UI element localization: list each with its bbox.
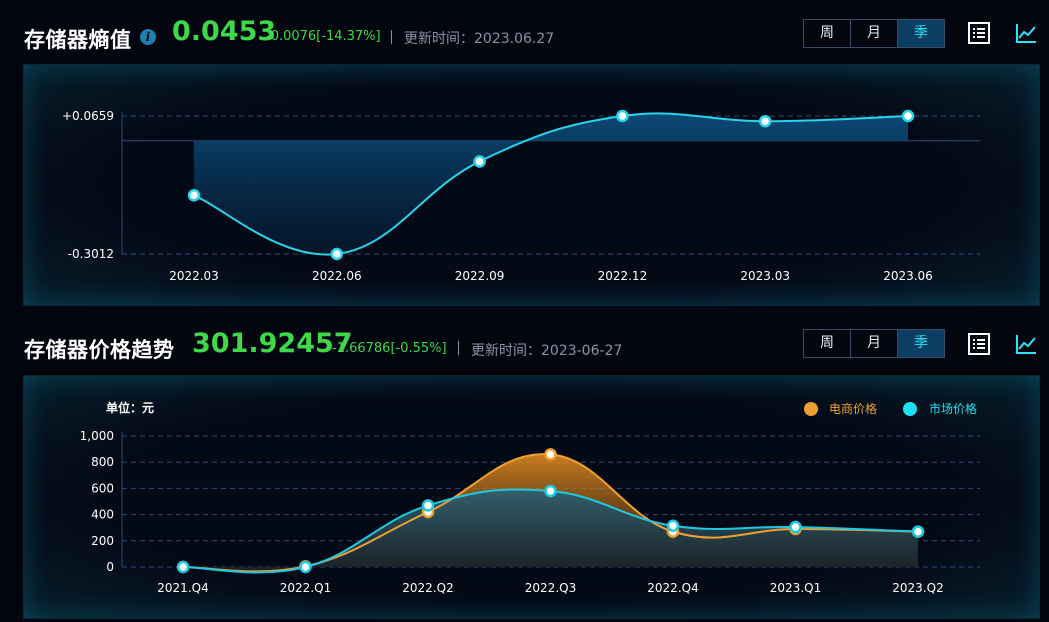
price-period-switch: 周 月 季 (803, 329, 945, 358)
price-chart: 单位：元 电商价格 市场价格 0 200 400 600 800 1,000 2021.Q4… (80, 400, 980, 595)
x-tick-label: 2022.09 (455, 269, 505, 283)
list-icon[interactable] (967, 332, 991, 356)
x-tick-label: 2022.03 (169, 269, 219, 283)
info-icon[interactable]: i (140, 29, 156, 45)
y-tick-label: 400 (91, 508, 114, 522)
y-tick-label: 600 (91, 481, 114, 495)
x-tick-label: 2023.03 (740, 269, 790, 283)
unit-label: 单位：元 (106, 400, 154, 415)
legend: 电商价格 市场价格 (804, 401, 977, 416)
market-price-point (421, 499, 435, 512)
legend-market-label[interactable]: 市场价格 (929, 401, 977, 416)
entropy-chart: +0.0659 -0.3012 2022.03 2022.06 2022.09 2022.… (62, 109, 980, 283)
entropy-point (901, 109, 915, 123)
y-tick-label: 0 (106, 560, 114, 574)
period-quarter-button[interactable]: 季 (898, 20, 944, 47)
period-month-button[interactable]: 月 (851, 20, 898, 47)
y-tick-label: -0.3012 (68, 247, 114, 261)
y-tick-label: 800 (91, 455, 114, 469)
market-price-point (176, 560, 190, 574)
x-tick-label: 2022.Q1 (280, 581, 331, 595)
divider (391, 30, 392, 44)
divider (458, 341, 459, 355)
list-icon[interactable] (967, 21, 991, 45)
period-month-button[interactable]: 月 (851, 330, 898, 357)
x-tick-label: 2022.12 (598, 269, 648, 283)
market-price-point (666, 519, 680, 532)
entropy-title: 存储器熵值 (24, 28, 132, 52)
legend-market-marker[interactable] (903, 402, 917, 416)
x-tick-label: 2023.Q2 (892, 581, 943, 595)
y-tick-label: +0.0659 (62, 109, 114, 123)
y-tick-label: 1,000 (80, 429, 114, 443)
entropy-chart-panel: +0.0659 -0.3012 2022.03 2022.06 2022.09 2022.… (23, 64, 1040, 306)
x-tick-label: 2022.Q4 (647, 581, 698, 595)
ecommerce-price-point (544, 448, 557, 461)
x-tick-label: 2023.Q1 (770, 581, 821, 595)
entropy-point (330, 247, 344, 261)
x-tick-label: 2021.Q4 (157, 581, 208, 595)
market-price-point (911, 525, 925, 538)
period-quarter-button[interactable]: 季 (898, 330, 944, 357)
entropy-line (193, 112, 909, 256)
legend-ecommerce-marker[interactable] (804, 402, 818, 416)
x-tick-label: 2023.06 (883, 269, 933, 283)
price-change: -1.66786[-0.55%] (332, 341, 447, 356)
entropy-area (194, 113, 908, 255)
legend-ecommerce-label[interactable]: 电商价格 (829, 401, 877, 416)
entropy-point (758, 114, 772, 128)
price-value: 301.92457 (192, 328, 353, 359)
price-update-time: 更新时间：2023-06-27 (471, 343, 623, 359)
entropy-point (616, 109, 629, 123)
entropy-value: 0.0453 (172, 16, 277, 47)
market-price-area (183, 489, 918, 573)
entropy-change: -0.0076[-14.37%] (266, 29, 381, 44)
period-week-button[interactable]: 周 (804, 20, 851, 47)
line-chart-icon[interactable] (1014, 332, 1038, 356)
entropy-update-time: 更新时间：2023.06.27 (404, 31, 555, 47)
line-chart-icon[interactable] (1014, 21, 1038, 45)
entropy-period-switch: 周 月 季 (803, 19, 945, 48)
entropy-point (473, 155, 486, 168)
y-tick-label: 200 (91, 534, 114, 548)
price-trend-title: 存储器价格趋势 (24, 338, 175, 362)
market-price-point (299, 560, 312, 574)
x-tick-label: 2022.06 (312, 269, 362, 283)
x-tick-label: 2022.Q2 (402, 581, 453, 595)
period-week-button[interactable]: 周 (804, 330, 851, 357)
market-price-point (789, 520, 802, 534)
price-chart-panel: 单位：元 电商价格 市场价格 0 200 400 600 800 1,000 2021.Q4… (23, 375, 1040, 619)
entropy-point (187, 189, 201, 202)
market-price-point (544, 484, 557, 498)
x-tick-label: 2022.Q3 (525, 581, 576, 595)
